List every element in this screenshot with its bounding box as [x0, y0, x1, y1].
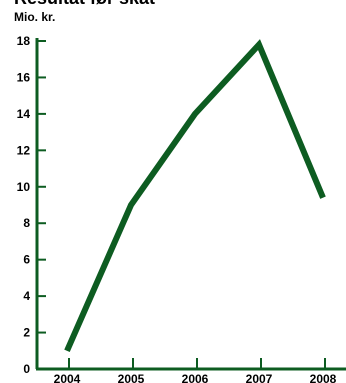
y-tick-label: 16: [17, 70, 31, 84]
y-tick-label: 18: [17, 34, 31, 48]
x-tick-label: 2006: [182, 372, 209, 383]
axes: [35, 38, 346, 371]
y-tick-label: 4: [23, 289, 30, 303]
series-line: [64, 39, 326, 352]
x-tick-label: 2008: [310, 372, 337, 383]
y-tick-label: 6: [23, 253, 30, 267]
y-tick-label: 2: [23, 326, 30, 340]
series-layer: [64, 39, 326, 352]
x-tick-label: 2004: [54, 372, 81, 383]
x-axis-ticks: 2004 2005 2006 2007 2008: [54, 358, 337, 383]
y-axis-unit-label: Mio. kr.: [14, 10, 55, 24]
y-tick-label: 0: [23, 362, 30, 376]
y-tick-label: 10: [17, 180, 31, 194]
y-tick-label: 14: [17, 107, 31, 121]
y-axis-ticks: 0 2 4 6 8 10 12 14 16 18: [17, 34, 46, 376]
y-tick-label: 8: [23, 216, 30, 230]
x-tick-label: 2005: [118, 372, 145, 383]
chart-title: Resultat før skat: [14, 0, 155, 8]
y-tick-label: 12: [17, 143, 31, 157]
x-tick-label: 2007: [246, 372, 273, 383]
